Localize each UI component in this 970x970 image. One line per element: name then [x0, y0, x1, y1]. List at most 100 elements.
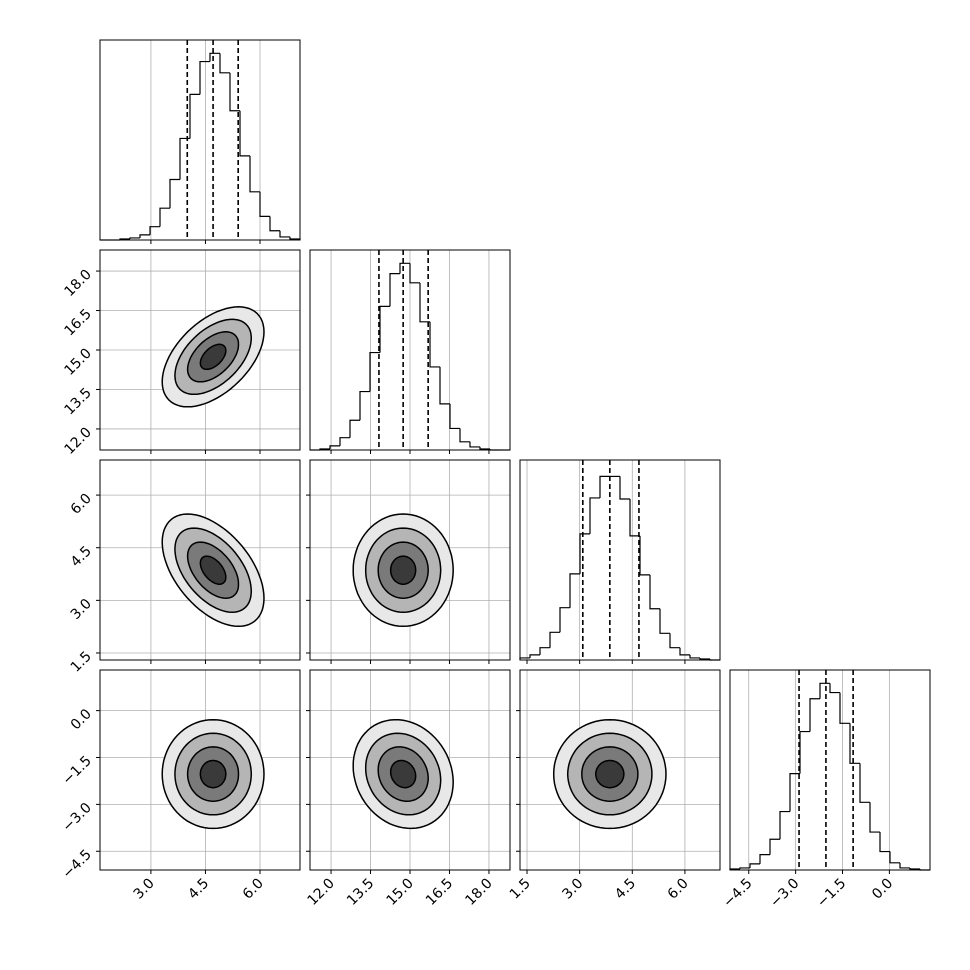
histogram-step: [789, 772, 800, 812]
density: [161, 513, 265, 628]
panel-frame: [309, 459, 511, 661]
histogram-step: [809, 698, 820, 732]
panel-frame: [519, 459, 721, 661]
x-tick-label: −4.5: [720, 876, 755, 911]
histogram-step: [839, 692, 850, 724]
histogram-step: [859, 763, 870, 803]
x-tick-label: 12.0: [305, 876, 338, 909]
histogram-step: [199, 60, 210, 95]
contour: [581, 746, 639, 803]
histogram-step: [639, 535, 650, 576]
histogram-step: [469, 441, 480, 448]
contour: [174, 318, 253, 396]
histogram-step: [339, 437, 350, 446]
x-tick-label: 15.0: [383, 876, 416, 909]
density-fill: [390, 760, 416, 788]
x-tick-label: 1.5: [507, 876, 534, 903]
histogram-step: [209, 52, 220, 62]
histogram-step: [179, 137, 190, 180]
histogram-step: [219, 53, 230, 74]
contour: [161, 513, 265, 628]
panel-frame: [729, 669, 931, 871]
panel-frame: [99, 39, 301, 241]
contour: [377, 541, 429, 599]
histogram-step: [619, 476, 630, 500]
histogram-step: [909, 867, 920, 870]
contour: [161, 306, 265, 408]
contour: [389, 555, 417, 585]
density-fill: [595, 760, 624, 788]
histogram-step: [579, 533, 590, 574]
x-tick-label: −1.5: [814, 876, 849, 911]
histogram-step: [669, 633, 680, 649]
histogram-step: [169, 178, 180, 209]
x-tick-label: 4.5: [612, 876, 639, 903]
x-tick-label: 6.0: [240, 876, 267, 903]
histogram-step: [569, 573, 580, 608]
contour: [161, 718, 265, 830]
histogram-step: [739, 867, 750, 869]
y-tick-label: −1.5: [59, 753, 94, 788]
histogram-step: [759, 854, 770, 864]
panel-frame: [99, 249, 301, 451]
histogram-step: [459, 428, 470, 443]
density-fill: [200, 760, 226, 788]
histogram-step: [449, 403, 460, 430]
histogram-step: [249, 155, 260, 193]
histogram-step: [589, 497, 600, 534]
histogram-step: [129, 237, 140, 239]
contour: [595, 759, 625, 789]
histogram-step: [419, 282, 430, 323]
histogram-step: [559, 607, 570, 633]
y-tick-label: 18.0: [61, 267, 94, 300]
histogram-step: [689, 654, 700, 659]
y-tick-label: 0.0: [68, 706, 95, 733]
panel-frame: [99, 669, 301, 871]
x-tick-label: −3.0: [767, 876, 802, 911]
contour: [352, 718, 454, 830]
contour: [199, 759, 227, 789]
histogram-step: [769, 838, 780, 855]
y-tick-label: 15.0: [61, 346, 94, 379]
contour: [364, 732, 442, 816]
histogram-step: [849, 723, 860, 764]
histogram-step: [389, 272, 400, 307]
density: [352, 718, 454, 830]
x-tick-label: 13.5: [344, 876, 377, 909]
histogram-step: [479, 446, 490, 450]
contour: [174, 732, 253, 816]
contour: [186, 331, 240, 383]
y-tick-label: 3.0: [68, 596, 95, 623]
contour: [377, 746, 429, 802]
x-tick-label: 4.5: [185, 876, 212, 903]
histogram-step: [659, 608, 670, 634]
histogram-step: [799, 730, 810, 774]
histogram-step: [899, 862, 910, 869]
histogram-step: [649, 574, 660, 610]
y-tick-label: 6.0: [68, 491, 95, 518]
histogram-step: [679, 647, 690, 656]
histogram-step: [399, 262, 410, 274]
histogram-step: [429, 321, 440, 368]
contour: [352, 513, 454, 628]
y-tick-label: 4.5: [68, 543, 95, 570]
histogram-step: [529, 654, 540, 658]
panel-frame: [309, 669, 511, 871]
histogram-step: [629, 498, 640, 537]
contour: [186, 541, 240, 599]
histogram-step: [599, 475, 610, 498]
histogram-step: [829, 683, 840, 694]
histogram-step: [329, 445, 340, 449]
density: [161, 306, 265, 408]
y-tick-label: 16.5: [61, 306, 94, 339]
histogram-step: [279, 230, 290, 238]
contour: [199, 555, 227, 585]
histogram-step: [369, 351, 380, 392]
contour: [186, 746, 240, 803]
histogram-step: [229, 72, 240, 112]
panel-frame: [309, 249, 511, 451]
histogram-step: [139, 234, 150, 238]
x-tick-label: 3.0: [559, 876, 586, 903]
contour: [566, 732, 653, 816]
histogram-step: [879, 832, 890, 853]
